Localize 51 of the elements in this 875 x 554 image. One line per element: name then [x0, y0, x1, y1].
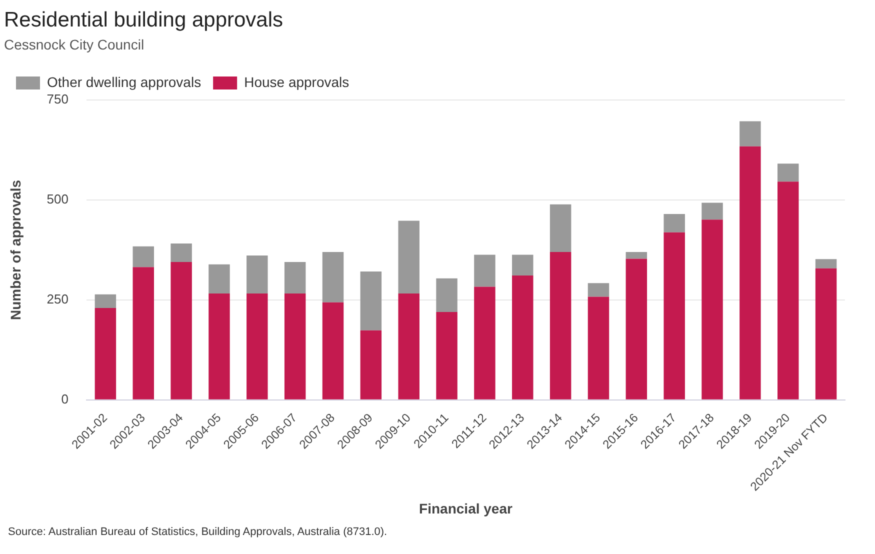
bar — [208, 264, 230, 294]
y-tick-label: 250 — [46, 292, 68, 307]
bar — [322, 302, 344, 400]
bar — [512, 254, 534, 276]
bar — [702, 202, 723, 220]
bar — [284, 294, 306, 400]
bar — [398, 294, 420, 400]
bar — [550, 252, 572, 400]
bar — [664, 214, 685, 232]
bar — [815, 268, 837, 400]
bar — [626, 258, 648, 400]
y-tick-label: 750 — [46, 92, 68, 107]
y-axis-title: Number of approvals — [7, 180, 24, 320]
bar — [436, 312, 458, 400]
source-note: Source: Australian Bureau of Statistics, Building Approvals, Australia (8731.0). — [8, 526, 388, 538]
bar — [588, 296, 610, 400]
legend-label: Other dwelling approvals — [47, 74, 202, 90]
bar — [132, 267, 154, 400]
bar — [740, 121, 761, 146]
bar — [132, 246, 154, 268]
bar — [398, 220, 420, 294]
chart-subtitle: Cessnock City Council — [4, 36, 144, 52]
y-tick-label: 0 — [61, 391, 68, 406]
bar — [474, 286, 496, 400]
bar — [170, 244, 192, 262]
bar — [777, 164, 799, 182]
y-tick-label: 500 — [46, 192, 68, 207]
bar — [360, 330, 382, 400]
x-axis-title: Financial year — [419, 500, 513, 516]
bar — [664, 232, 685, 400]
bar — [626, 252, 648, 259]
bar — [474, 254, 496, 287]
bar — [360, 272, 382, 330]
chart-title: Residential building approvals — [4, 8, 284, 32]
bar — [512, 276, 534, 400]
bar — [702, 220, 723, 400]
bar — [740, 146, 761, 400]
bar — [246, 256, 268, 294]
bar — [588, 283, 610, 297]
bar — [208, 294, 230, 400]
bar — [777, 182, 799, 400]
bar — [436, 278, 458, 312]
bar — [246, 294, 268, 400]
bar — [170, 262, 192, 400]
bar — [322, 252, 344, 302]
legend-label: House approvals — [244, 74, 350, 90]
bar — [94, 294, 116, 308]
bar — [550, 204, 572, 252]
bar — [284, 262, 306, 294]
bar — [94, 308, 116, 400]
bar — [815, 259, 837, 268]
